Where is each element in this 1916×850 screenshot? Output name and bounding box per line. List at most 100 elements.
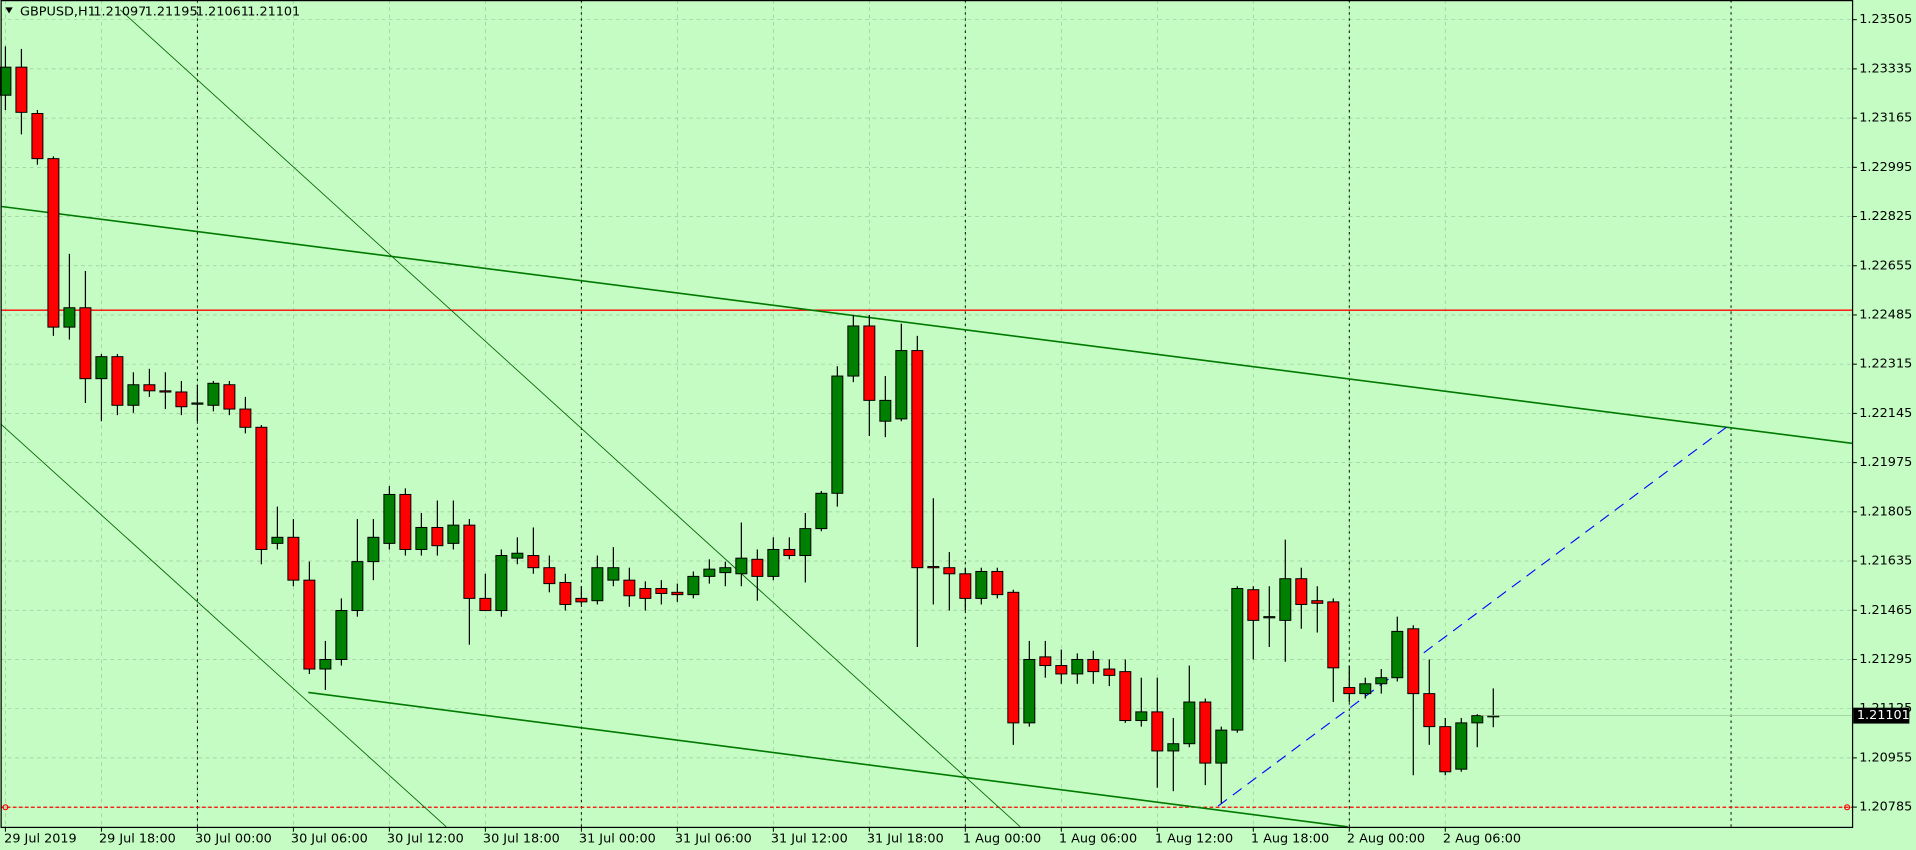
y-tick-label: 1.22995 <box>1859 160 1912 175</box>
candle-body <box>479 597 492 612</box>
price-label-box <box>1853 707 1910 724</box>
candle-body <box>719 567 732 574</box>
candle-body <box>815 492 828 530</box>
y-tick-label: 1.21975 <box>1859 455 1912 470</box>
candle-body <box>1215 729 1228 764</box>
candle-body <box>799 528 812 557</box>
trend-line <box>119 9 1021 828</box>
candle-body <box>943 567 956 575</box>
candles <box>0 46 1500 804</box>
candle-body <box>1231 588 1244 731</box>
candle-body <box>127 384 140 406</box>
candle-body <box>863 325 876 401</box>
candle-body <box>399 493 412 550</box>
x-tick-label: 31 Jul 06:00 <box>675 832 752 847</box>
candle-body <box>927 566 940 569</box>
price-label: 1.21101 <box>1857 708 1910 723</box>
candle-body <box>15 66 28 113</box>
y-tick-label: 1.20955 <box>1859 750 1912 765</box>
y-tick-label: 1.22655 <box>1859 258 1912 273</box>
candle-body <box>447 524 460 544</box>
y-tick-label: 1.21295 <box>1859 652 1912 667</box>
menu-arrow[interactable] <box>5 7 13 14</box>
candle-body <box>703 568 716 577</box>
candle-body <box>1087 658 1100 673</box>
candle-body <box>1391 630 1404 679</box>
x-tick-label: 1 Aug 00:00 <box>963 832 1041 847</box>
x-tick-label: 2 Aug 00:00 <box>1347 832 1425 847</box>
candle-body <box>975 570 988 599</box>
candle-body <box>207 382 220 406</box>
candle-body <box>415 526 428 550</box>
y-tick-label: 1.22485 <box>1859 307 1912 322</box>
x-tick-label: 29 Jul 2019 <box>4 832 77 847</box>
candle-body <box>751 558 764 577</box>
candle-body <box>1295 578 1308 605</box>
candle-body <box>191 402 204 405</box>
x-tick-label: 30 Jul 00:00 <box>195 832 272 847</box>
candle-body <box>735 557 748 575</box>
x-tick-label: 30 Jul 18:00 <box>483 832 560 847</box>
y-tick-label: 1.21635 <box>1859 554 1912 569</box>
trend-line <box>1217 423 1732 807</box>
x-tick-label: 1 Aug 12:00 <box>1155 832 1233 847</box>
candle-body <box>351 561 364 612</box>
candle-body <box>1439 726 1452 773</box>
candle-body <box>911 350 924 569</box>
candle-body <box>1407 628 1420 695</box>
candle-body <box>239 408 252 428</box>
x-tick-label: 31 Jul 12:00 <box>771 832 848 847</box>
candle-body <box>1375 677 1388 685</box>
candle-body <box>1119 671 1132 722</box>
candle-body <box>1455 722 1468 770</box>
candle-body <box>271 536 284 544</box>
candle-body <box>463 524 476 599</box>
candle-body <box>991 570 1004 596</box>
candle-body <box>591 567 604 602</box>
trend-line <box>0 205 1853 445</box>
candle-body <box>303 579 316 670</box>
candle-body <box>1279 578 1292 621</box>
candle-body <box>111 356 124 406</box>
x-tick-label: 30 Jul 06:00 <box>291 832 368 847</box>
candle-body <box>1167 743 1180 752</box>
candle-body <box>159 390 172 393</box>
drawing-objects <box>0 0 1853 828</box>
y-tick-label: 1.22315 <box>1859 357 1912 372</box>
y-tick-label: 1.23165 <box>1859 111 1912 126</box>
candle-body <box>511 552 524 559</box>
candle-body <box>47 158 60 328</box>
header-low: 1.21061 <box>196 5 249 20</box>
candle-body <box>1327 601 1340 669</box>
y-tick-label: 1.21805 <box>1859 504 1912 519</box>
candle-body <box>879 399 892 422</box>
candle-body <box>1183 701 1196 745</box>
candle-body <box>1103 668 1116 676</box>
header-close: 1.21101 <box>247 5 300 20</box>
candle-body <box>255 426 268 550</box>
candle-body <box>1151 711 1164 752</box>
y-tick-label: 1.22825 <box>1859 209 1912 224</box>
candle-body <box>223 384 236 410</box>
y-tick-label: 1.23335 <box>1859 61 1912 76</box>
x-tick-label: 31 Jul 18:00 <box>867 832 944 847</box>
candle-body <box>95 356 108 380</box>
candle-body <box>143 384 156 392</box>
candle-body <box>1471 715 1484 724</box>
line-anchor <box>2 804 9 811</box>
candle-body <box>431 526 444 547</box>
candle-body <box>63 307 76 328</box>
candle-body <box>575 597 588 603</box>
candle-body <box>319 658 332 670</box>
candle-body <box>31 112 44 160</box>
candle-body <box>1311 600 1324 604</box>
trend-line <box>0 423 447 828</box>
plot-border <box>0 0 1854 829</box>
candle-body <box>383 493 396 544</box>
candle-body <box>1023 658 1036 724</box>
candle-body <box>767 548 780 577</box>
y-tick-label: 1.20785 <box>1859 800 1912 815</box>
candle-body <box>959 573 972 599</box>
